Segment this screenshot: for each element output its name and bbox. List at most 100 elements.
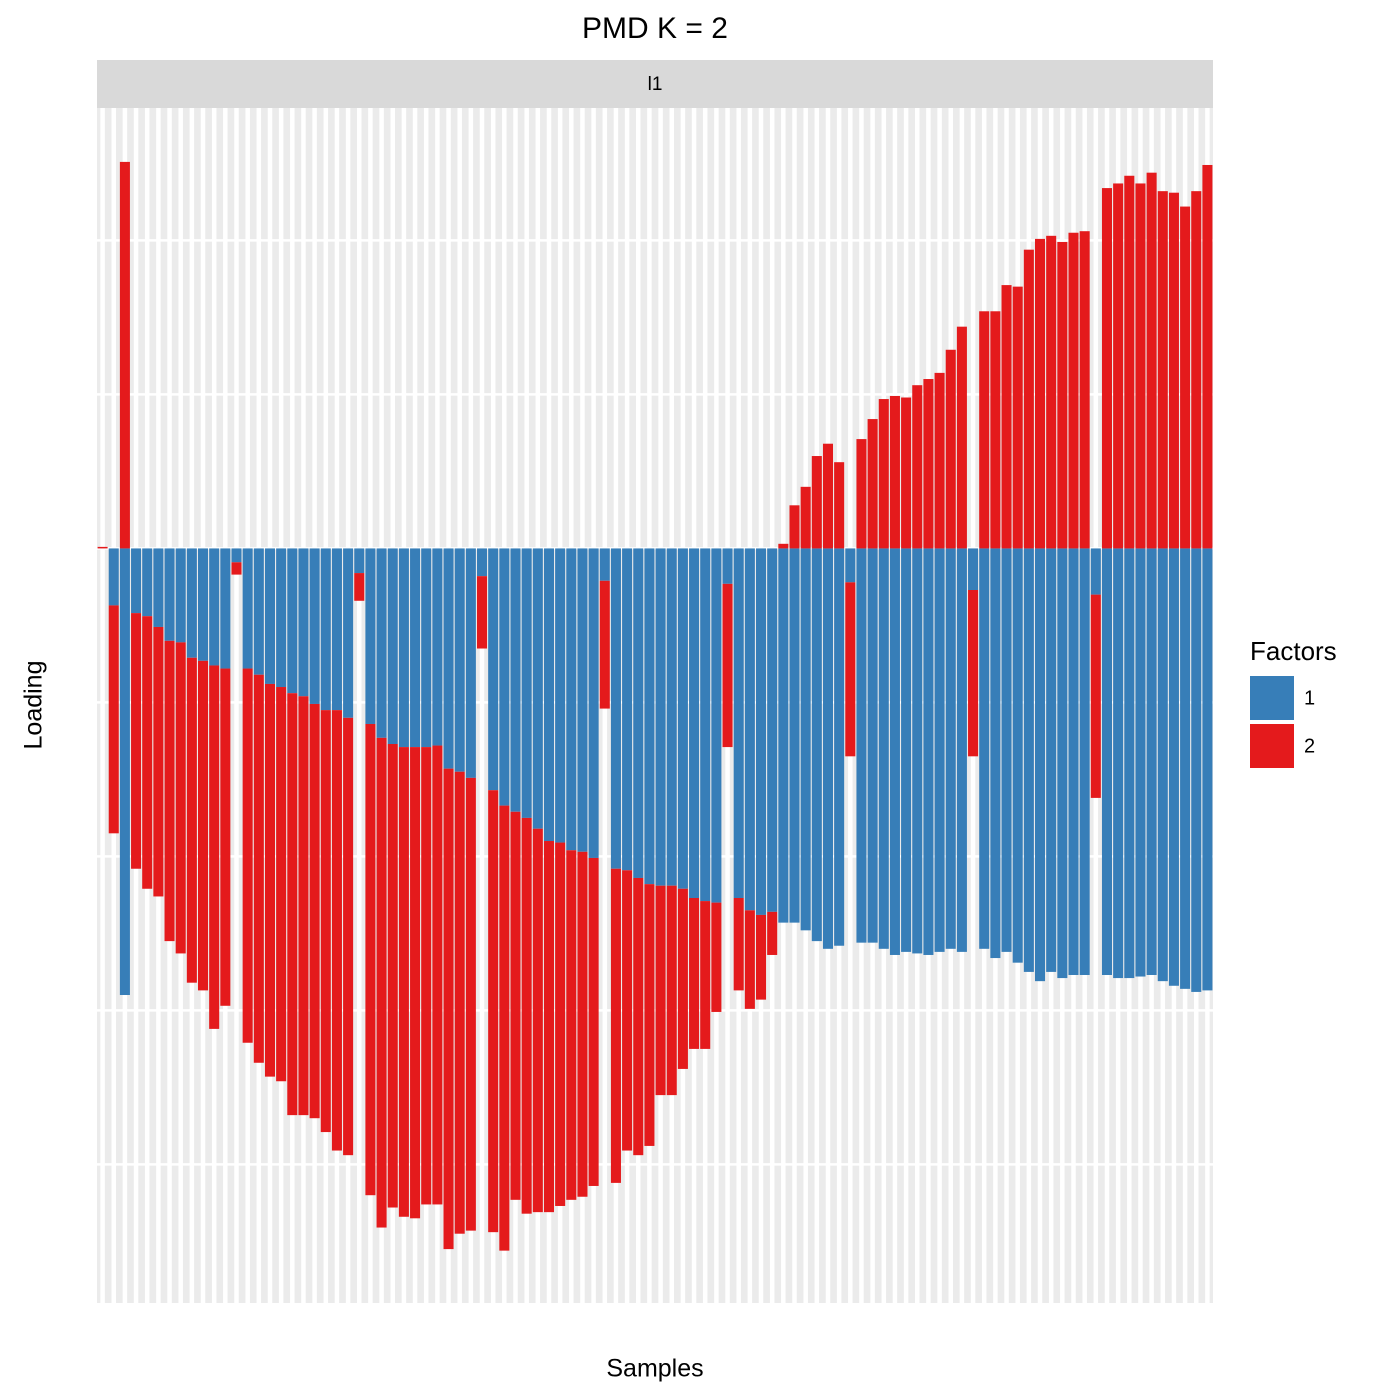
- bar: [767, 548, 778, 912]
- bar: [633, 548, 644, 878]
- bar: [276, 548, 287, 688]
- bar: [1090, 594, 1101, 798]
- bar: [856, 548, 867, 943]
- bar: [1113, 548, 1124, 979]
- bar: [108, 548, 119, 606]
- bar: [153, 626, 164, 897]
- bar: [331, 548, 342, 711]
- legend-title: Factors: [1250, 636, 1337, 666]
- panel-background: [97, 108, 1213, 1303]
- bar: [454, 771, 465, 1234]
- bar: [677, 548, 688, 889]
- bar: [331, 710, 342, 1151]
- bar: [610, 548, 621, 869]
- bar: [767, 911, 778, 955]
- legend-label: 1: [1304, 687, 1315, 709]
- bar: [1124, 548, 1135, 979]
- bar: [722, 548, 733, 584]
- bar: [421, 747, 432, 1205]
- bar: [488, 790, 499, 1233]
- bar: [789, 548, 800, 923]
- bar: [856, 439, 867, 549]
- bar: [376, 548, 387, 738]
- bar: [800, 548, 811, 931]
- bar: [465, 777, 476, 1231]
- bar: [220, 668, 231, 1006]
- bar: [287, 548, 298, 694]
- bar: [1157, 548, 1168, 982]
- bar: [454, 548, 465, 772]
- bar: [1090, 548, 1101, 595]
- bar: [588, 857, 599, 1186]
- bar: [990, 311, 1001, 549]
- bar: [700, 901, 711, 1049]
- bar: [119, 161, 130, 549]
- bar: [309, 703, 320, 1119]
- bar: [744, 548, 755, 911]
- facet-label: l1: [648, 74, 663, 95]
- bar: [822, 443, 834, 549]
- bar: [1001, 285, 1012, 549]
- bar: [376, 737, 387, 1228]
- bar: [744, 910, 755, 1009]
- bar: [979, 311, 990, 549]
- bar: [666, 885, 677, 1096]
- bar: [242, 548, 253, 669]
- bar: [476, 548, 488, 577]
- bar: [264, 683, 276, 1077]
- bar: [521, 548, 532, 818]
- bar: [1135, 548, 1146, 977]
- bar: [197, 660, 209, 991]
- bar: [1135, 183, 1146, 549]
- bar: [164, 548, 175, 641]
- bar: [1101, 188, 1113, 549]
- bar: [733, 548, 744, 898]
- bar: [499, 805, 510, 1251]
- bar: [599, 548, 610, 581]
- bar: [1046, 235, 1057, 549]
- bar: [1034, 238, 1046, 549]
- bar: [711, 902, 722, 1012]
- bar: [878, 548, 889, 949]
- bar: [566, 548, 577, 851]
- bar: [1001, 548, 1012, 952]
- bar: [566, 850, 577, 1200]
- bar: [711, 548, 722, 903]
- bar: [387, 743, 398, 1208]
- bar: [990, 548, 1001, 959]
- bar: [1202, 548, 1213, 991]
- bar: [365, 723, 376, 1196]
- bar: [923, 379, 934, 549]
- bar: [510, 548, 521, 812]
- bar: [253, 674, 264, 1063]
- bar: [387, 548, 398, 744]
- bar: [622, 870, 633, 1151]
- bar: [1034, 548, 1046, 982]
- bar: [343, 717, 354, 1156]
- bar: [253, 548, 264, 675]
- bar: [354, 548, 365, 574]
- bar: [543, 548, 555, 842]
- bar: [175, 642, 186, 954]
- bar: [889, 395, 900, 549]
- bar: [1180, 548, 1191, 989]
- bar: [488, 548, 499, 791]
- bar: [131, 613, 142, 869]
- bar: [1012, 286, 1023, 549]
- bar: [1168, 192, 1179, 549]
- bar: [1180, 206, 1191, 549]
- bar: [532, 548, 543, 829]
- bar: [979, 548, 990, 949]
- bar: [1146, 548, 1157, 975]
- bar: [912, 385, 923, 549]
- bar: [410, 548, 421, 748]
- bar: [588, 548, 599, 858]
- bar: [343, 548, 354, 718]
- bar: [1023, 548, 1034, 972]
- bar: [945, 548, 956, 949]
- bar: [1068, 548, 1079, 975]
- legend-label: 2: [1304, 735, 1315, 757]
- bar: [811, 548, 822, 942]
- bar: [1023, 249, 1034, 549]
